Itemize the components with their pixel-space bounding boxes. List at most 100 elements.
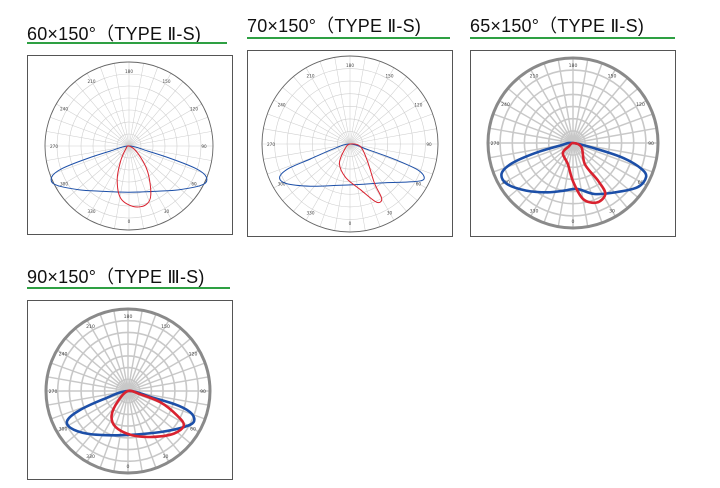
angle-label: 120: [189, 352, 198, 358]
grid-spoke: [349, 76, 407, 145]
angle-label: 180: [124, 314, 133, 320]
grid-spoke: [334, 143, 351, 231]
grid-spoke: [507, 87, 574, 144]
grid-spoke: [127, 313, 157, 392]
grid-spoke: [349, 143, 433, 175]
grid-spoke: [113, 310, 129, 392]
grid-spoke: [267, 143, 351, 175]
grid-spoke: [543, 62, 574, 144]
grid-spoke: [349, 143, 427, 189]
grid-spoke: [128, 145, 212, 161]
angle-label: 60: [638, 180, 644, 186]
angle-label: 210: [88, 79, 96, 84]
grid-spoke: [263, 128, 351, 145]
grid-spoke: [572, 77, 629, 144]
grid-spoke: [128, 145, 208, 175]
angle-label: 270: [50, 144, 58, 149]
grid-spoke: [50, 362, 129, 392]
panel-title: 70×150°（TYPE Ⅱ-S): [247, 16, 422, 36]
angle-label: 240: [60, 107, 68, 112]
angle-label: 270: [267, 142, 275, 147]
grid-spoke: [86, 319, 129, 392]
grid-spoke: [273, 99, 351, 145]
grid-spoke: [64, 337, 129, 392]
outer-ring: [261, 55, 439, 233]
angle-label: 120: [190, 107, 198, 112]
grid-spoke: [47, 376, 129, 392]
angle-label: 300: [59, 427, 68, 433]
grid-spoke: [305, 67, 351, 145]
grid-spoke: [349, 143, 395, 221]
grid-spoke: [349, 61, 381, 145]
grid-spoke: [127, 390, 182, 455]
grid-spoke: [128, 117, 208, 147]
angle-label: 60: [416, 182, 422, 187]
grid-spoke: [100, 145, 130, 225]
grid-spoke: [128, 67, 158, 147]
angle-label: 90: [200, 389, 206, 395]
angle-label: 150: [608, 74, 617, 80]
grid-spoke: [128, 103, 202, 147]
grid-spoke: [293, 76, 351, 145]
grid-spoke: [273, 143, 351, 189]
c90-270-curve: [110, 389, 186, 439]
title-underline: [470, 37, 675, 39]
grid-spoke: [127, 390, 170, 463]
angle-label: 210: [307, 74, 315, 79]
angle-label: 30: [387, 210, 393, 215]
polar-diagram-frame: 0 30 60 90 120 150 180 210 240 270 300 330: [247, 50, 453, 237]
grid-spoke: [127, 376, 209, 392]
grid-spoke: [349, 99, 427, 145]
grid-spoke: [128, 81, 184, 147]
grid-spoke: [128, 145, 158, 225]
grid-spoke: [572, 62, 603, 144]
polar-diagram-frame: 0 30 60 90 120 150 180 210 240 270 300 330: [27, 55, 233, 235]
panel-title: 90×150°（TYPE Ⅲ-S): [27, 267, 205, 287]
grid-spoke: [127, 390, 157, 469]
grid-spoke: [293, 143, 351, 212]
angle-label: 330: [88, 209, 96, 214]
grid-spoke: [99, 313, 129, 392]
grid-spoke: [529, 69, 574, 144]
grid-spoke: [128, 131, 212, 147]
outer-ring: [44, 61, 214, 231]
angle-label: 150: [161, 324, 170, 330]
grid-spoke: [282, 143, 351, 201]
grid-spoke: [349, 143, 437, 160]
grid-spoke: [100, 67, 130, 147]
grid-spoke: [543, 142, 574, 224]
c90-270-curve: [338, 143, 383, 204]
grid-spoke: [128, 73, 172, 147]
grid-spoke: [282, 87, 351, 145]
angle-label: 150: [386, 74, 394, 79]
angle-label: 120: [414, 103, 422, 108]
grid-spoke: [349, 143, 381, 227]
angle-label: 240: [501, 102, 510, 108]
grid-spoke: [64, 91, 130, 147]
grid-spoke: [86, 73, 130, 147]
angle-label: 330: [86, 454, 95, 460]
grid-spoke: [128, 91, 194, 147]
angle-label: 330: [307, 210, 315, 215]
grid-spoke: [128, 145, 194, 201]
grid-spoke: [64, 145, 130, 201]
grid-spoke: [499, 142, 574, 187]
angle-label: 0: [128, 219, 131, 224]
grid-spoke: [349, 128, 437, 145]
grid-spoke: [572, 99, 647, 144]
angle-label: 270: [491, 141, 500, 147]
angle-label: 210: [530, 74, 539, 80]
grid-spoke: [50, 117, 130, 147]
angle-label: 180: [125, 69, 133, 74]
grid-spoke: [74, 145, 130, 211]
grid-spoke: [46, 131, 130, 147]
panel-title: 60×150°（TYPE Ⅱ-S): [27, 24, 202, 44]
grid-spoke: [349, 67, 395, 145]
angle-label: 0: [349, 221, 352, 226]
angle-label: 60: [191, 182, 197, 187]
grid-spoke: [529, 142, 574, 217]
grid-spoke: [128, 63, 144, 147]
grid-spoke: [114, 145, 130, 229]
